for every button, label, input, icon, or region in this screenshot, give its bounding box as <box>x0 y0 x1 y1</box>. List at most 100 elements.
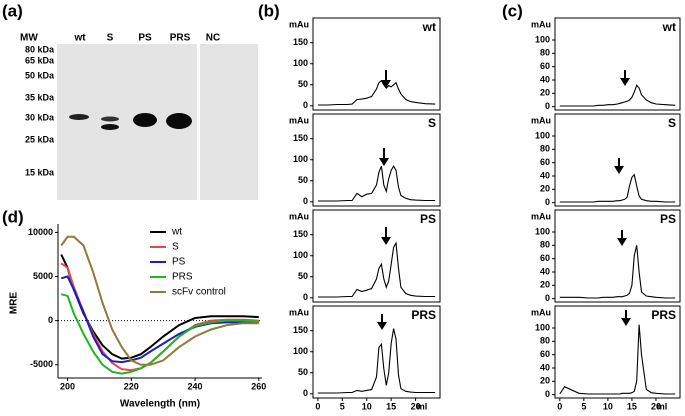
data-line <box>60 235 259 366</box>
y-tick-label: 150 <box>293 37 308 47</box>
x-axis-label: ml <box>417 401 428 411</box>
gel-lane-label: S <box>107 33 114 44</box>
y-axis-label: mAu <box>289 115 309 125</box>
panel-label: (b) <box>258 1 280 20</box>
y-tick-label: 100 <box>535 34 550 44</box>
y-tick-label: 10000 <box>28 227 53 237</box>
y-tick-label: 20 <box>540 88 550 98</box>
chart-title: wt <box>662 20 676 34</box>
y-tick-label: 50 <box>298 367 308 377</box>
y-tick-label: 20 <box>540 280 550 290</box>
panel-label: (d) <box>2 207 24 226</box>
y-tick-label: 80 <box>540 144 550 154</box>
y-tick-label: 100 <box>535 130 550 140</box>
y-tick-label: 50 <box>298 271 308 281</box>
y-tick-label: 0 <box>48 315 53 325</box>
y-tick-label: 150 <box>293 325 308 335</box>
panel-label: (a) <box>2 1 23 20</box>
gel-lane-label: PRS <box>170 33 191 44</box>
plot-frame <box>554 209 681 303</box>
x-axis-label: Wavelength (nm) <box>120 399 200 410</box>
x-tick-label: 240 <box>188 381 203 391</box>
y-tick-label: 0 <box>303 196 308 206</box>
chart-title: S <box>668 116 676 130</box>
x-tick-label: 0 <box>315 401 320 411</box>
x-tick-label: 15 <box>627 401 637 411</box>
chart-title: PS <box>660 212 676 226</box>
data-line <box>60 293 259 375</box>
chart-title: S <box>428 116 436 130</box>
gel-lane-label: NC <box>206 33 220 44</box>
x-tick-label: 220 <box>124 381 139 391</box>
y-tick-label: 0 <box>545 293 550 303</box>
y-tick-label: 40 <box>540 266 550 276</box>
plot-frame <box>554 17 681 111</box>
chart-title: PRS <box>411 308 436 322</box>
x-tick-label: 5 <box>340 401 345 411</box>
data-line <box>559 173 676 203</box>
y-axis-label: mAu <box>289 307 309 317</box>
y-tick-label: 100 <box>535 226 550 236</box>
y-tick-label: 40 <box>540 362 550 372</box>
gel-marker-label: 25 kDa <box>25 134 55 144</box>
x-tick-label: 5 <box>581 401 586 411</box>
y-tick-label: 100 <box>293 250 308 260</box>
y-tick-label: 0 <box>545 197 550 207</box>
legend-label: wt <box>171 227 182 238</box>
y-tick-label: 60 <box>540 349 550 359</box>
y-tick-label: 100 <box>535 322 550 332</box>
chart-title: PS <box>420 212 436 226</box>
y-axis-label: mAu <box>531 115 551 125</box>
data-line <box>559 84 676 107</box>
y-tick-label: -5000 <box>30 359 53 369</box>
gel-lane-label: wt <box>73 33 86 44</box>
data-line <box>317 79 436 106</box>
data-line <box>317 328 436 394</box>
legend-label: S <box>172 242 179 253</box>
x-tick-label: 20 <box>651 401 661 411</box>
y-axis-label: MRE <box>9 292 20 315</box>
y-axis-label: mAu <box>531 211 551 221</box>
y-tick-label: 0 <box>303 100 308 110</box>
y-tick-label: 40 <box>540 170 550 180</box>
y-axis-label: mAu <box>531 307 551 317</box>
data-line <box>60 254 259 360</box>
y-tick-label: 0 <box>545 389 550 399</box>
y-axis-label: mAu <box>289 19 309 29</box>
y-axis-label: mAu <box>289 211 309 221</box>
y-tick-label: 20 <box>540 376 550 386</box>
x-axis-label: ml <box>657 401 668 411</box>
x-tick-label: 10 <box>603 401 613 411</box>
legend-label: scFv control <box>172 287 226 298</box>
y-tick-label: 60 <box>540 253 550 263</box>
gel-marker-label: 15 kDa <box>25 167 55 177</box>
y-tick-label: 100 <box>293 154 308 164</box>
y-tick-label: 60 <box>540 157 550 167</box>
y-tick-label: 0 <box>545 101 550 111</box>
data-line <box>559 245 676 299</box>
peak-arrows <box>377 70 631 330</box>
y-tick-label: 150 <box>293 229 308 239</box>
y-tick-label: 20 <box>540 184 550 194</box>
y-tick-label: 0 <box>303 388 308 398</box>
y-tick-label: 80 <box>540 336 550 346</box>
y-tick-label: 60 <box>540 61 550 71</box>
y-tick-label: 5000 <box>33 271 53 281</box>
y-tick-label: 150 <box>293 133 308 143</box>
gel-marker-label: 35 kDa <box>25 92 55 102</box>
y-tick-label: 0 <box>303 292 308 302</box>
x-tick-label: 200 <box>60 381 75 391</box>
y-tick-label: 40 <box>540 74 550 84</box>
gel-image <box>57 44 258 200</box>
data-line <box>60 275 259 364</box>
chart-title: PRS <box>651 308 676 322</box>
y-tick-label: 50 <box>298 175 308 185</box>
gel-lane-label: PS <box>138 33 152 44</box>
x-tick-label: 260 <box>251 381 266 391</box>
gel-mw-header: MW <box>20 33 38 44</box>
y-tick-label: 100 <box>293 346 308 356</box>
x-tick-label: 20 <box>411 401 421 411</box>
data-line <box>317 241 436 298</box>
panel-label: (c) <box>502 1 523 20</box>
plot-frame <box>312 113 441 207</box>
